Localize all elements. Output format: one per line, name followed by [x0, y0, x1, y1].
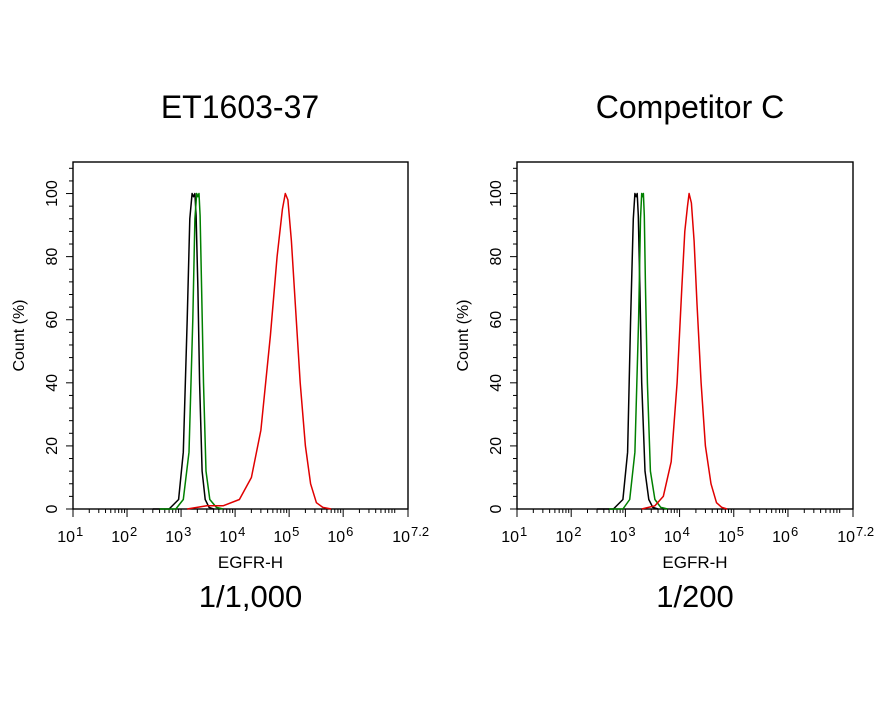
x-tick-base: 10 [664, 529, 682, 546]
x-tick-exponent: 2 [130, 524, 137, 539]
x-tick-label: 103 [610, 524, 636, 546]
y-tick-label: 100 [488, 180, 505, 207]
x-tick-exponent: 5 [292, 524, 299, 539]
x-tick-base: 10 [610, 529, 628, 546]
x-tick-base: 10 [219, 529, 237, 546]
x-tick-exponent: 2 [574, 524, 581, 539]
y-tick-label: 100 [44, 180, 61, 207]
x-axis-label: EGFR-H [662, 553, 727, 572]
x-tick-label: 101 [501, 524, 527, 546]
y-tick-label: 40 [488, 374, 505, 392]
y-tick-label: 40 [44, 374, 61, 392]
x-tick-exponent: 7.2 [411, 524, 429, 539]
x-tick-base: 10 [555, 529, 573, 546]
x-tick-exponent: 6 [791, 524, 798, 539]
x-tick-label: 106 [327, 524, 353, 546]
x-axis-label: EGFR-H [218, 553, 283, 572]
x-tick-label: 104 [664, 524, 690, 546]
x-tick-base: 10 [837, 529, 855, 546]
histogram-series-1 [152, 192, 214, 510]
x-tick-base: 10 [165, 529, 183, 546]
y-tick-label: 0 [488, 504, 505, 513]
plot-frame [72, 161, 409, 510]
y-tick-label: 20 [488, 437, 505, 455]
histogram-series-3 [187, 192, 332, 510]
y-tick-label: 60 [488, 311, 505, 329]
chart-title: ET1603-37 [161, 89, 319, 125]
x-tick-exponent: 7.2 [856, 524, 874, 539]
x-tick-label: 107.2 [392, 524, 429, 546]
x-tick-exponent: 3 [184, 524, 191, 539]
x-tick-exponent: 4 [238, 524, 245, 539]
y-tick-label: 60 [44, 311, 61, 329]
x-tick-label: 102 [111, 524, 137, 546]
y-axis-label: Count (%) [455, 299, 472, 371]
plot-frame [516, 161, 854, 510]
histogram-series-1 [597, 192, 659, 510]
x-tick-exponent: 1 [76, 524, 83, 539]
dilution-label: 1/200 [656, 579, 734, 614]
x-tick-exponent: 6 [346, 524, 353, 539]
histogram-series-2 [609, 192, 668, 510]
x-tick-label: 106 [772, 524, 798, 546]
x-tick-label: 107.2 [837, 524, 874, 546]
x-tick-label: 101 [57, 524, 83, 546]
x-tick-base: 10 [772, 529, 790, 546]
x-tick-exponent: 1 [520, 524, 527, 539]
x-tick-exponent: 5 [737, 524, 744, 539]
chart-title: Competitor C [596, 89, 785, 125]
x-tick-label: 105 [273, 524, 299, 546]
x-tick-label: 105 [718, 524, 744, 546]
x-tick-base: 10 [57, 529, 75, 546]
x-tick-base: 10 [327, 529, 345, 546]
x-tick-label: 102 [555, 524, 581, 546]
x-tick-exponent: 4 [683, 524, 690, 539]
x-tick-label: 104 [219, 524, 245, 546]
x-tick-base: 10 [392, 529, 410, 546]
x-tick-label: 103 [165, 524, 191, 546]
x-tick-base: 10 [273, 529, 291, 546]
x-tick-base: 10 [501, 529, 519, 546]
dilution-label: 1/1,000 [199, 579, 302, 614]
y-axis-label: Count (%) [11, 299, 28, 371]
histogram-series-3 [641, 192, 728, 510]
y-tick-label: 20 [44, 437, 61, 455]
x-tick-base: 10 [718, 529, 736, 546]
x-tick-exponent: 3 [628, 524, 635, 539]
x-tick-base: 10 [111, 529, 129, 546]
y-tick-label: 80 [44, 248, 61, 266]
histogram-series-2 [159, 192, 224, 510]
y-tick-label: 0 [44, 504, 61, 513]
y-tick-label: 80 [488, 248, 505, 266]
